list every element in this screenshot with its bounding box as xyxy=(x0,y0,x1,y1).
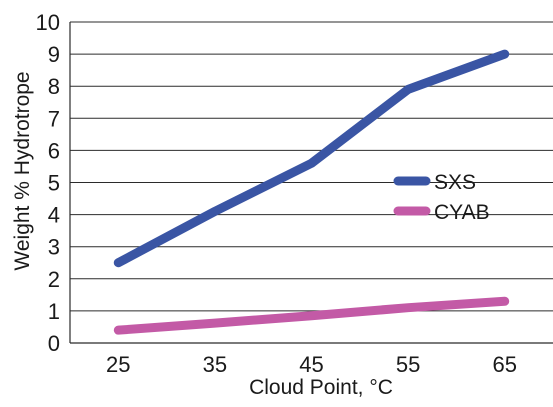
x-axis-tick-labels: 25 35 45 55 65 xyxy=(106,352,517,377)
x-tick-label-35: 35 xyxy=(203,352,227,377)
y-tick-label-8: 8 xyxy=(48,74,60,99)
y-axis-title: Weight % Hydrotrope xyxy=(11,71,34,270)
legend: SXS CYAB xyxy=(398,171,490,224)
y-tick-label-3: 3 xyxy=(48,235,60,260)
y-tick-label-10: 10 xyxy=(36,10,60,35)
legend-label-cyab: CYAB xyxy=(434,201,490,224)
x-axis-title: Cloud Point, °C xyxy=(249,376,393,399)
y-tick-label-2: 2 xyxy=(48,267,60,292)
x-tick-label-55: 55 xyxy=(396,352,420,377)
y-tick-label-0: 0 xyxy=(48,331,60,356)
y-tick-label-7: 7 xyxy=(48,106,60,131)
series-line-sxs xyxy=(118,54,504,263)
y-tick-label-6: 6 xyxy=(48,138,60,163)
y-tick-label-9: 9 xyxy=(48,42,60,67)
y-tick-label-1: 1 xyxy=(48,299,60,324)
legend-label-sxs: SXS xyxy=(434,171,476,194)
y-tick-label-5: 5 xyxy=(48,171,60,196)
x-tick-label-65: 65 xyxy=(492,352,516,377)
x-tick-label-25: 25 xyxy=(106,352,130,377)
y-tick-label-4: 4 xyxy=(48,203,60,228)
x-tick-label-45: 45 xyxy=(299,352,323,377)
y-axis-tick-labels: 0 1 2 3 4 5 6 7 8 9 10 xyxy=(36,10,60,356)
